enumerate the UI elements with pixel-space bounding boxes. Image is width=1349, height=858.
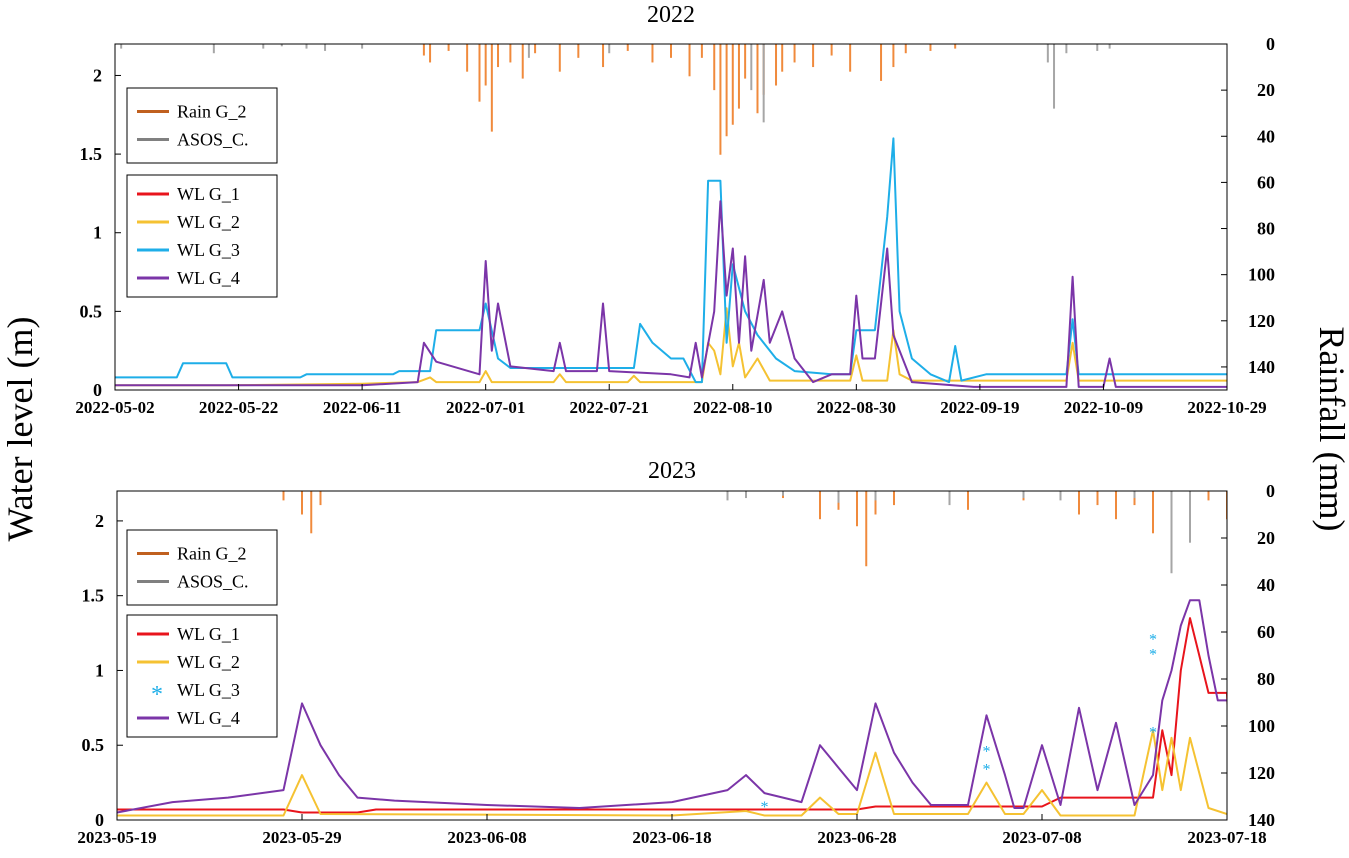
x-tick-label: 2023-05-29 (262, 828, 341, 847)
series-rain-g-2 (422, 44, 957, 155)
x-tick-label: 2023-06-28 (817, 828, 896, 847)
y-right-tick-label: 120 (1248, 763, 1275, 783)
y-left-tick-label: 2 (95, 511, 104, 531)
legend-box: Rain G_2 ASOS_C. (126, 87, 278, 164)
y-right-tick-label: 100 (1248, 265, 1275, 285)
x-tick-label: 2023-06-08 (447, 828, 526, 847)
series-line-wl-g-4 (117, 599, 1227, 814)
legend-label: Rain G_2 (177, 102, 247, 122)
x-tick-label: 2022-07-01 (446, 398, 525, 417)
y-right-tick-label: 60 (1257, 622, 1275, 642)
y-left-tick-label: 1.5 (80, 144, 103, 164)
x-tick-label: 2022-09-19 (940, 398, 1019, 417)
legend-box: Rain G_2 ASOS_C. (126, 529, 278, 606)
legend-box: WL G_1 WL G_2 * WL G_3 WL G_4 (126, 614, 278, 738)
series-asos-c- (726, 491, 1191, 574)
series-wl-g-3: ****** (761, 632, 1158, 816)
data-point-marker: * (761, 799, 769, 816)
legend-label: WL G_4 (177, 708, 240, 728)
x-tick-label: 2022-07-21 (570, 398, 649, 417)
data-point-marker: * (1149, 632, 1157, 649)
chart-panel-2023: 2023******2023-05-19 2023-05-29 2023-06-08… (77, 458, 1275, 847)
plot-frame (116, 490, 1228, 821)
data-point-marker: * (983, 744, 991, 761)
series-asos-c- (120, 44, 1111, 123)
legend-box: WL G_1 WL G_2 WL G_3 WL G_4 (126, 174, 278, 298)
left-axis-title: Water level (m) (0, 317, 40, 542)
x-tick-label: 2022-05-22 (199, 398, 278, 417)
y-right-tick-label: 100 (1248, 716, 1275, 736)
legend-label: WL G_2 (177, 212, 240, 232)
legend-marker: * (151, 682, 163, 708)
y-left-tick-label: 1 (95, 660, 104, 680)
data-point-marker: * (983, 762, 991, 779)
legend-label: WL G_3 (177, 680, 240, 700)
y-left-tick-label: 0 (93, 380, 102, 400)
y-right-tick-label: 120 (1248, 311, 1275, 331)
legend-label: WL G_4 (177, 268, 240, 288)
plot-area (115, 44, 1227, 388)
legend-label: WL G_1 (177, 184, 240, 204)
x-tick-label: 2022-10-29 (1187, 398, 1266, 417)
legend-label: WL G_3 (177, 240, 240, 260)
series-line-wl-g-2 (115, 307, 1227, 387)
y-right-tick-label: 40 (1257, 575, 1275, 595)
chart-panel-2022: 2022 2022-05-02 2022-05-22 2022-06-11 2022-0… (75, 2, 1275, 417)
y-left-tick-label: 0.5 (80, 301, 103, 321)
legend-label: WL G_2 (177, 652, 240, 672)
y-left-tick-label: 0 (95, 810, 104, 830)
data-point-marker: * (1149, 724, 1157, 741)
legend-frame (126, 529, 278, 606)
x-tick-label: 2023-05-19 (77, 828, 156, 847)
data-point-marker: * (1149, 647, 1157, 664)
y-right-tick-label: 0 (1266, 34, 1275, 54)
x-tick-label: 2022-06-11 (323, 398, 401, 417)
legend-label: ASOS_C. (177, 572, 249, 592)
x-tick-label: 2022-10-09 (1064, 398, 1143, 417)
y-right-tick-label: 40 (1257, 126, 1275, 146)
y-right-tick-label: 80 (1257, 669, 1275, 689)
chart-title: 2023 (648, 458, 696, 484)
y-right-tick-label: 140 (1248, 810, 1275, 830)
y-right-tick-label: 140 (1248, 357, 1275, 377)
legend-label: WL G_1 (177, 624, 240, 644)
x-tick-label: 2022-08-30 (817, 398, 896, 417)
y-left-tick-label: 2 (93, 65, 102, 85)
series-line-wl-g-1 (117, 617, 1227, 814)
legend-label: ASOS_C. (177, 130, 249, 150)
legend-label: Rain G_2 (177, 544, 247, 564)
legend-frame (126, 87, 278, 164)
y-left-tick-label: 1 (93, 223, 102, 243)
x-tick-label: 2023-06-18 (632, 828, 711, 847)
series-line-wl-g-3 (115, 137, 1227, 384)
y-right-tick-label: 20 (1257, 80, 1275, 100)
series-line-wl-g-4 (115, 200, 1227, 388)
series-line-wl-g-2 (117, 729, 1227, 817)
x-tick-label: 2023-07-18 (1187, 828, 1266, 847)
x-tick-label: 2022-05-02 (75, 398, 154, 417)
y-right-tick-label: 0 (1266, 481, 1275, 501)
plot-area: ****** (117, 491, 1227, 817)
y-right-tick-label: 80 (1257, 219, 1275, 239)
plot-frame (114, 43, 1228, 391)
y-right-tick-label: 20 (1257, 528, 1275, 548)
y-left-tick-label: 0.5 (82, 735, 105, 755)
y-left-tick-label: 1.5 (82, 586, 105, 606)
series-rain-g-2 (282, 491, 1227, 567)
y-right-tick-label: 60 (1257, 172, 1275, 192)
right-axis-title: Rainfall (mm) (1312, 327, 1349, 532)
x-tick-label: 2022-08-10 (693, 398, 772, 417)
x-tick-label: 2023-07-08 (1002, 828, 1081, 847)
chart-title: 2022 (647, 2, 695, 28)
